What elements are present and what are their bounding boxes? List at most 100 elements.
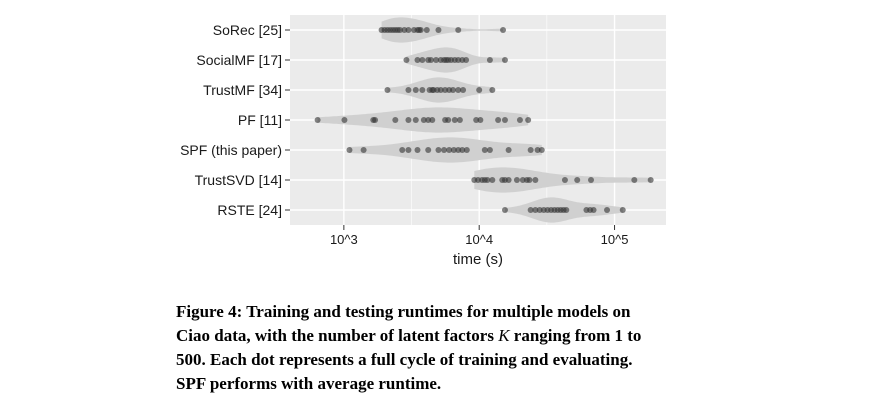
data-point [631, 177, 638, 183]
y-tick-label: TrustSVD [14] [195, 172, 282, 188]
data-point [412, 117, 419, 123]
data-point [574, 177, 581, 183]
data-point [420, 117, 427, 123]
data-point [484, 177, 491, 183]
data-point [590, 207, 597, 213]
data-point [397, 27, 404, 33]
data-point [563, 207, 570, 213]
data-point [412, 87, 419, 93]
data-point [481, 147, 488, 153]
data-point [532, 207, 539, 213]
y-tick-label: PF [11] [238, 112, 282, 128]
data-point [455, 27, 462, 33]
data-point [489, 87, 496, 93]
data-point [526, 177, 533, 183]
data-point [473, 117, 480, 123]
data-point [435, 27, 442, 33]
data-point [501, 117, 508, 123]
data-point [495, 117, 502, 123]
data-points [314, 27, 654, 213]
data-point [450, 147, 457, 153]
data-point [427, 57, 434, 63]
data-point [516, 117, 523, 123]
data-point [403, 57, 410, 63]
data-point [360, 147, 367, 153]
data-point [460, 87, 467, 93]
data-point [527, 147, 534, 153]
violin-shape [381, 17, 503, 43]
data-point [501, 207, 508, 213]
data-point [486, 57, 493, 63]
data-point [459, 147, 466, 153]
data-point [437, 87, 444, 93]
data-point [538, 147, 545, 153]
x-tick-label: 10^3 [330, 232, 358, 247]
data-point [561, 177, 568, 183]
data-point [445, 117, 452, 123]
data-point [513, 177, 520, 183]
data-point [435, 147, 442, 153]
data-point [455, 87, 462, 93]
data-point [414, 147, 421, 153]
y-tick-label: SocialMF [17] [196, 52, 282, 68]
data-point [532, 177, 539, 183]
data-point [429, 117, 436, 123]
data-point [405, 87, 412, 93]
data-point [486, 147, 493, 153]
data-point [588, 177, 595, 183]
data-point [505, 147, 512, 153]
x-tick-label: 10^4 [465, 232, 493, 247]
data-point [399, 147, 406, 153]
data-point [417, 27, 424, 33]
data-point [476, 87, 483, 93]
data-point [489, 177, 496, 183]
data-point [446, 147, 453, 153]
data-point [384, 87, 391, 93]
data-point [346, 147, 353, 153]
data-point [463, 147, 470, 153]
data-point [423, 27, 430, 33]
data-point [501, 57, 508, 63]
data-point [405, 147, 412, 153]
violin-scatter-chart: SoRec [25] SocialMF [17] TrustMF [34] PF [1… [180, 15, 666, 268]
x-tick-label: 10^5 [601, 232, 629, 247]
caption-math-k: K [498, 326, 510, 345]
data-point [647, 177, 654, 183]
x-axis-title: time (s) [453, 251, 503, 268]
caption-line-1: Figure 4: Training and testing runtimes … [176, 302, 631, 321]
data-point [449, 87, 456, 93]
data-point [456, 117, 463, 123]
data-point [405, 117, 412, 123]
figure-caption: Figure 4: Training and testing runtimes … [176, 300, 736, 396]
data-point [477, 117, 484, 123]
data-point [604, 207, 611, 213]
data-point [314, 117, 321, 123]
data-point [425, 147, 432, 153]
data-point [405, 27, 412, 33]
x-axis: 10^3 10^4 10^5 [330, 225, 628, 247]
y-tick-label: TrustMF [34] [203, 82, 282, 98]
y-axis: SoRec [25] SocialMF [17] TrustMF [34] PF [1… [180, 22, 290, 218]
data-point [372, 117, 379, 123]
data-point [433, 57, 440, 63]
data-point [441, 147, 448, 153]
data-point [619, 207, 626, 213]
caption-line-3: 500. Each dot represents a full cycle of… [176, 350, 633, 369]
data-point [534, 147, 541, 153]
data-point [463, 57, 470, 63]
data-point [451, 117, 458, 123]
caption-line-4: SPF performs with average runtime. [176, 374, 442, 393]
caption-line-2b: ranging from 1 to [509, 326, 642, 345]
y-tick-label: SPF (this paper) [180, 142, 282, 158]
y-tick-label: SoRec [25] [213, 22, 282, 38]
data-point [527, 207, 534, 213]
caption-line-2a: Ciao data, with the number of latent fac… [176, 326, 499, 345]
data-point [505, 177, 512, 183]
y-tick-label: RSTE [24] [217, 202, 282, 218]
data-point [500, 27, 507, 33]
data-point [414, 57, 421, 63]
data-point [392, 117, 399, 123]
data-point [419, 87, 426, 93]
data-point [525, 117, 532, 123]
data-point [341, 117, 348, 123]
